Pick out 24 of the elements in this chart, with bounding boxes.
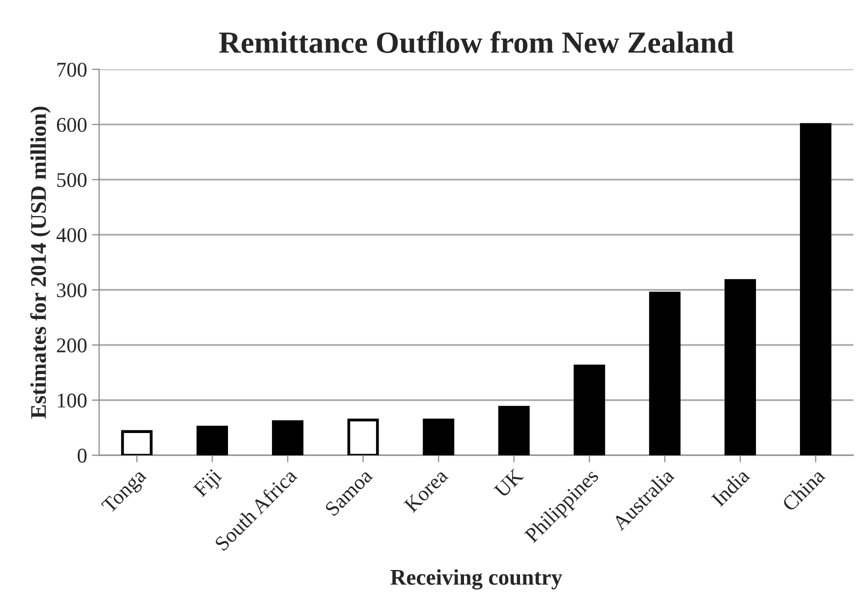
- y-axis-title: Estimates for 2014 (USD million): [30, 106, 51, 419]
- y-tick-label: 500: [57, 172, 87, 188]
- bar: [649, 292, 681, 456]
- x-tick-label: UK: [494, 468, 524, 498]
- y-tick-label: 0: [78, 448, 87, 463]
- bar: [347, 418, 379, 456]
- y-tick-label: 100: [58, 394, 87, 408]
- bar: [196, 426, 228, 456]
- x-axis-title: Receiving country: [390, 569, 562, 590]
- x-tick-label: India: [710, 467, 750, 508]
- y-tick-label: 700: [57, 62, 87, 77]
- bar: [121, 430, 153, 456]
- bar: [272, 420, 304, 456]
- x-tick-label: Fiji: [192, 468, 226, 500]
- y-tick-label: 300: [57, 283, 87, 298]
- bar: [498, 406, 530, 456]
- bar: [800, 123, 832, 456]
- bar: [574, 364, 606, 456]
- y-tick-label: 400: [56, 228, 87, 242]
- bar: [724, 279, 756, 456]
- chart-title: Remittance Outflow from New Zealand: [219, 31, 734, 54]
- y-tick-label: 200: [56, 338, 87, 352]
- bar: [422, 418, 454, 456]
- y-tick-label: 600: [56, 118, 87, 132]
